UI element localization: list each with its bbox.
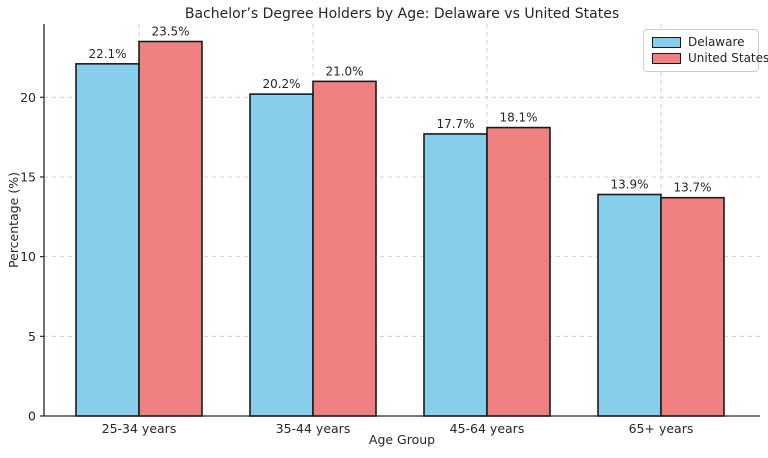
bar-united-states bbox=[312, 80, 377, 417]
legend-label-united-states: United States bbox=[688, 51, 768, 65]
delaware-swatch-icon bbox=[652, 36, 681, 48]
x-axis-label: Age Group bbox=[368, 432, 436, 447]
chart-title: Bachelor’s Degree Holders by Age: Delawa… bbox=[184, 6, 620, 22]
bar-value-label: 22.1% bbox=[88, 47, 126, 61]
bar-delaware bbox=[597, 193, 662, 417]
united-states-swatch-icon bbox=[652, 52, 681, 64]
x-tick-label: 65+ years bbox=[629, 421, 694, 436]
x-tick-label: 25-34 years bbox=[102, 421, 177, 436]
bar-delaware bbox=[75, 63, 140, 417]
bar-value-label: 23.5% bbox=[151, 25, 189, 39]
bar-value-label: 13.9% bbox=[610, 178, 648, 192]
x-tick-label: 45-64 years bbox=[450, 421, 525, 436]
bar-value-label: 20.2% bbox=[262, 77, 300, 91]
bar-value-label: 13.7% bbox=[673, 181, 711, 195]
y-tick-label: 20 bbox=[20, 90, 36, 105]
y-tick-label: 15 bbox=[20, 169, 36, 184]
x-tick-label: 35-44 years bbox=[276, 421, 351, 436]
bar-united-states bbox=[138, 40, 203, 417]
bar-united-states bbox=[486, 126, 551, 417]
bar-value-label: 18.1% bbox=[499, 111, 537, 125]
legend-label-delaware: Delaware bbox=[688, 35, 745, 49]
y-tick-label: 0 bbox=[28, 409, 36, 424]
y-tick-label: 5 bbox=[28, 329, 36, 344]
bar-value-label: 17.7% bbox=[436, 117, 474, 131]
bar-value-label: 21.0% bbox=[325, 64, 363, 78]
y-tick-label: 10 bbox=[20, 249, 36, 264]
bar-delaware bbox=[249, 93, 314, 417]
legend-item-delaware: Delaware bbox=[652, 34, 750, 50]
legend: Delaware United States bbox=[643, 29, 768, 72]
bar-united-states bbox=[660, 196, 725, 417]
legend-item-united-states: United States bbox=[652, 50, 768, 66]
bar-delaware bbox=[423, 133, 488, 417]
